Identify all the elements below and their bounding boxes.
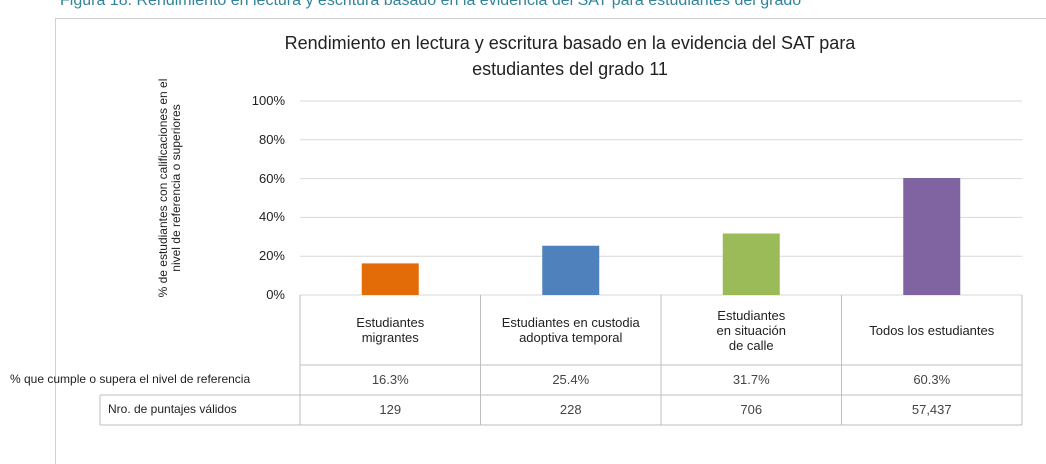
count-label: 129 — [379, 402, 402, 417]
category-label: Estudiantes en situación de calle — [716, 307, 786, 353]
count-label: 57,437 — [911, 402, 952, 417]
category-label: Estudiantes en custodia adoptiva tempora… — [501, 315, 640, 345]
y-tick-label: 80% — [258, 131, 285, 147]
y-tick-label: 100% — [251, 93, 285, 108]
y-tick-label: 0% — [266, 287, 285, 302]
row-header: % que cumple o supera el nivel de refere… — [10, 372, 251, 386]
bar — [722, 233, 780, 295]
chart-border — [55, 18, 1046, 464]
bar — [903, 178, 961, 295]
figure-caption: Figura 18. Rendimiento en lectura y escr… — [60, 0, 802, 9]
value-label: 16.3% — [371, 372, 409, 387]
y-tick-label: 20% — [258, 248, 285, 264]
chart-title: Rendimiento en lectura y escritura basad… — [284, 33, 856, 79]
value-label: 60.3% — [913, 372, 951, 387]
y-tick-label: 40% — [258, 209, 285, 225]
bar — [361, 263, 419, 295]
value-label: 31.7% — [732, 372, 770, 387]
category-label: Estudiantes migrantes — [356, 315, 425, 345]
count-label: 228 — [559, 402, 582, 417]
category-label: Todos los estudiantes — [869, 322, 995, 338]
y-tick-label: 60% — [258, 170, 285, 186]
value-label: 25.4% — [552, 372, 590, 387]
bar — [542, 245, 600, 295]
row-header: Nro. de puntajes válidos — [108, 402, 237, 416]
y-axis-label: % de estudiantes con calificaciones en e… — [156, 78, 183, 298]
count-label: 706 — [740, 402, 763, 417]
